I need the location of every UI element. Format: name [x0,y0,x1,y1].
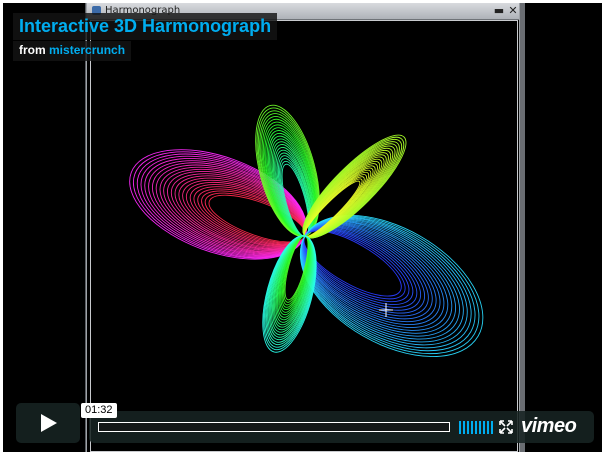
volume-level-bar [479,421,481,434]
volume-level-bar [475,421,477,434]
volume-level-bar [463,421,465,434]
volume-level-bar [487,421,489,434]
crosshair-cursor-icon [379,303,393,317]
video-byline: from mistercrunch [13,41,132,61]
volume-level-bar [491,421,493,434]
volume-level-bar [471,421,473,434]
video-player[interactable]: Harmonograph ▬ ✕ Interactive 3D Harmonog… [3,3,602,452]
vimeo-logo[interactable]: vimeo [521,415,577,437]
volume-level-bar [467,421,469,434]
harmonograph-drawing [129,104,484,358]
timecode: 01:32 [81,403,117,418]
byline-from-label: from [19,43,46,57]
harmonograph-curve [262,235,317,353]
harmonograph-canvas [90,20,518,452]
progress-bar[interactable] [98,422,450,432]
app-window-title: Harmonograph [105,5,181,16]
author-link[interactable]: mistercrunch [49,43,126,57]
volume-level-bar [483,421,485,434]
close-icon: ✕ [508,4,518,17]
play-icon [41,414,57,432]
app-icon [92,6,101,15]
harmonograph-app-window: Harmonograph ▬ ✕ [86,3,520,452]
volume-icon[interactable] [459,421,493,434]
minimize-icon: ▬ [493,4,505,17]
play-button[interactable] [16,403,80,443]
video-title[interactable]: Interactive 3D Harmonograph [13,13,278,40]
volume-level-bar [459,421,461,434]
fullscreen-icon[interactable] [499,420,513,434]
player-controlbar: vimeo [89,411,594,443]
